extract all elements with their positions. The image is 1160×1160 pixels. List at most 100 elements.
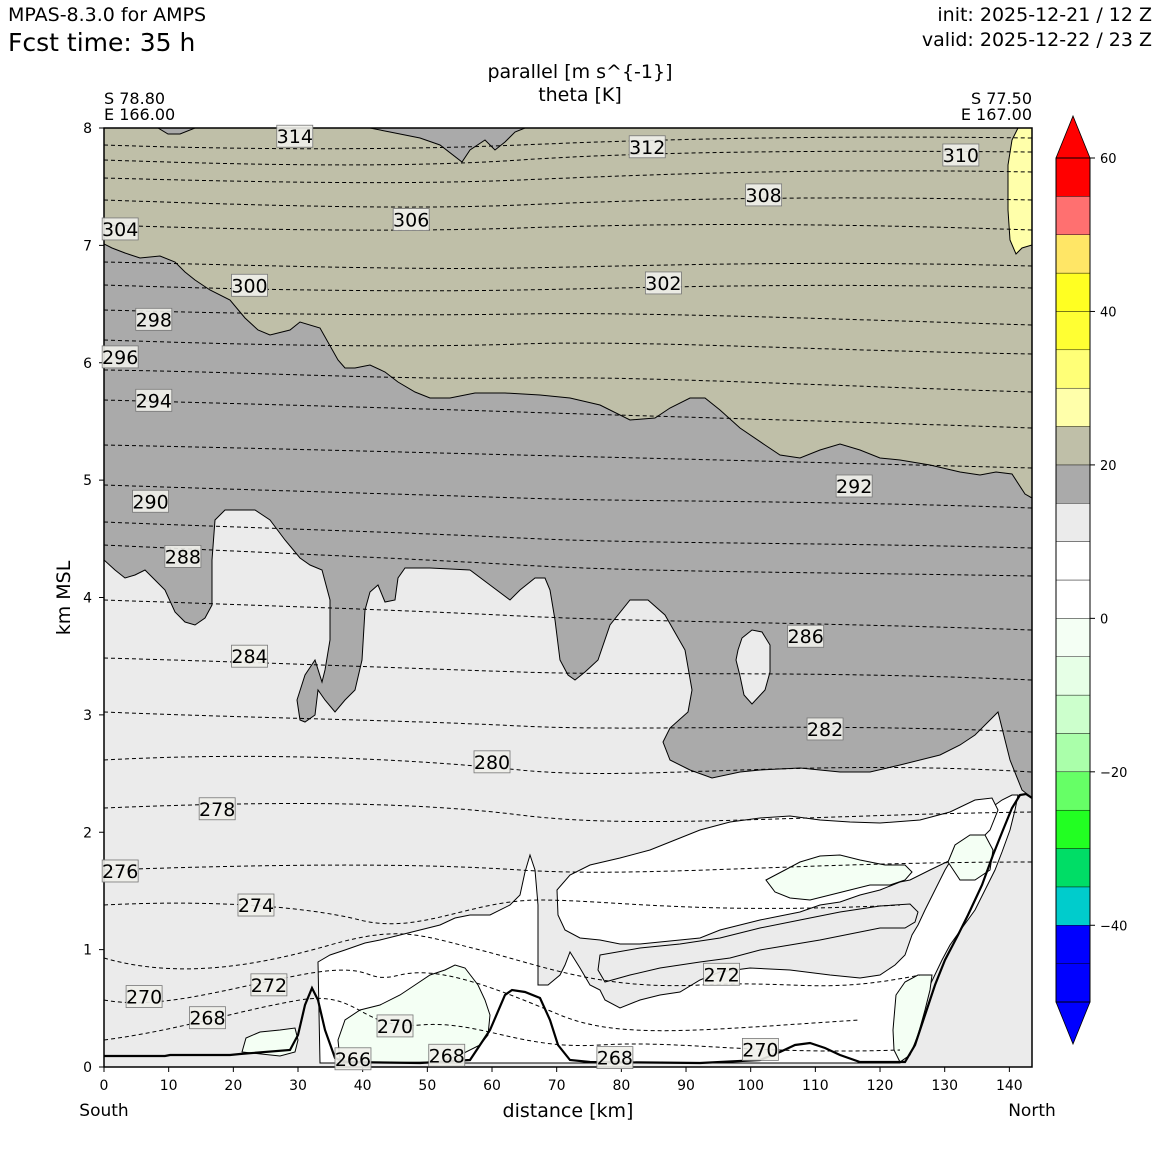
theta-label-box [276, 124, 314, 148]
colorbar-segment [1055, 579, 1091, 619]
colorbar [1055, 114, 1091, 1046]
theta-label-box [745, 183, 783, 207]
theta-label-box [806, 717, 844, 741]
theta-label-box [628, 135, 666, 159]
north-label: North [1008, 1101, 1056, 1121]
colorbar-segment [1055, 886, 1091, 926]
colorbar-segment [1055, 925, 1091, 964]
theta-label-text: 278 [199, 799, 235, 821]
colorbar-extend-bottom [1055, 1001, 1091, 1046]
colorbar-segment [1055, 618, 1091, 657]
colorbar-tick-label: 60 [1100, 152, 1117, 167]
theta-contours [104, 136, 1032, 1052]
y-tick-label: 3 [83, 708, 92, 724]
theta-label-text: 296 [102, 347, 138, 369]
theta-label: 314 [276, 124, 314, 148]
south-label: South [79, 1101, 128, 1121]
green-patch-4 [765, 854, 913, 901]
theta-label-group: 314 312 310 308 306 304 302 300 298 296 294 292 290 2… [101, 124, 980, 1071]
x-tick-label: 120 [867, 1078, 894, 1094]
y-tick-label: 8 [83, 121, 92, 137]
left-lon: E 166.00 [104, 105, 175, 124]
theta-label-box [135, 388, 173, 412]
theta-label-box [703, 962, 740, 986]
theta-label-box [741, 1037, 779, 1061]
theta-label-text: 302 [645, 273, 681, 295]
theta-label-box [101, 345, 139, 369]
y-axis-label: km MSL [53, 560, 75, 635]
colorbar-segment [1055, 196, 1091, 235]
theta-label: 268 [596, 1046, 634, 1070]
theta-label-text: 270 [742, 1039, 778, 1061]
theta-label: 286 [787, 624, 825, 648]
theta-label-text: 314 [277, 126, 313, 148]
theta-label-box [250, 973, 288, 997]
chart-title-line1: parallel [m s^{-1}] [487, 61, 672, 83]
theta-label-box [101, 217, 139, 241]
right-lat: S 77.50 [971, 89, 1032, 108]
colorbar-segment [1055, 656, 1091, 696]
y-tick-label: 1 [83, 943, 92, 959]
colorbar-segment [1055, 272, 1091, 312]
theta-label-box [198, 797, 236, 821]
theta-label-text: 270 [126, 987, 162, 1009]
theta-label-text: 280 [474, 752, 510, 774]
wind-band-white [317, 794, 1019, 1064]
x-tick-label: 110 [802, 1078, 829, 1094]
theta-label-text: 286 [788, 626, 824, 648]
theta-label-box [473, 750, 511, 774]
colorbar-segment [1055, 311, 1091, 351]
theta-label-text: 294 [136, 390, 172, 412]
model-name: MPAS-8.3.0 for AMPS [8, 4, 207, 26]
theta-label-text: 308 [745, 185, 781, 207]
x-tick-label: 10 [160, 1078, 178, 1094]
init-time: init: 2025-12-21 / 12 Z [937, 4, 1152, 26]
forecast-time: Fcst time: 35 h [8, 28, 196, 57]
colorbar-segment [1055, 157, 1091, 197]
theta-label: 270 [376, 1014, 414, 1038]
x-axis-ticks: 0 10 20 30 40 50 60 70 80 90 100 110 120 130 140 [100, 1067, 1023, 1094]
theta-label-box [334, 1047, 372, 1071]
theta-label-box [376, 1014, 414, 1038]
theta-label: 282 [806, 717, 844, 741]
theta-label: 284 [231, 644, 268, 668]
theta-label-box [132, 489, 169, 513]
colorbar-segment [1055, 809, 1091, 849]
theta-label: 310 [942, 143, 980, 167]
x-tick-label: 30 [289, 1078, 307, 1094]
valid-time: valid: 2025-12-22 / 23 Z [921, 29, 1152, 51]
colorbar-segment [1055, 771, 1091, 811]
theta-label-text: 292 [836, 476, 872, 498]
theta-label: 308 [745, 183, 783, 207]
right-lon: E 167.00 [961, 105, 1032, 124]
theta-label-box [644, 271, 682, 295]
theta-label-text: 298 [136, 309, 172, 331]
theta-label-box [942, 143, 980, 167]
theta-label: 302 [644, 271, 682, 295]
x-tick-label: 100 [737, 1078, 764, 1094]
y-tick-label: 7 [83, 238, 92, 254]
theta-label-text: 272 [251, 975, 287, 997]
theta-label-box [125, 985, 163, 1008]
x-axis-label: distance [km] [503, 1100, 634, 1122]
theta-label: 296 [101, 345, 139, 369]
theta-label: 306 [392, 208, 430, 232]
theta-label: 268 [189, 1006, 226, 1030]
colorbar-tick-label: 20 [1100, 459, 1117, 474]
theta-label-box [231, 644, 268, 668]
theta-label-text: 272 [703, 964, 739, 986]
green-patch-2 [241, 1027, 299, 1057]
plot-field [104, 128, 1032, 1067]
theta-label-box [231, 273, 268, 297]
y-tick-label: 0 [83, 1060, 92, 1076]
theta-label-text: 290 [132, 491, 168, 513]
theta-label: 288 [164, 545, 202, 568]
wind-band-pale-yellow [1007, 128, 1032, 255]
colorbar-segment [1055, 541, 1091, 581]
wind-band-olive [104, 128, 1032, 499]
left-lat: S 78.80 [104, 89, 165, 108]
y-tick-label: 6 [83, 356, 92, 372]
terrain-line [104, 792, 1032, 1065]
colorbar-ticks: 60 40 20 0 −20 −40 [1090, 152, 1127, 934]
colorbar-segment [1055, 694, 1091, 734]
